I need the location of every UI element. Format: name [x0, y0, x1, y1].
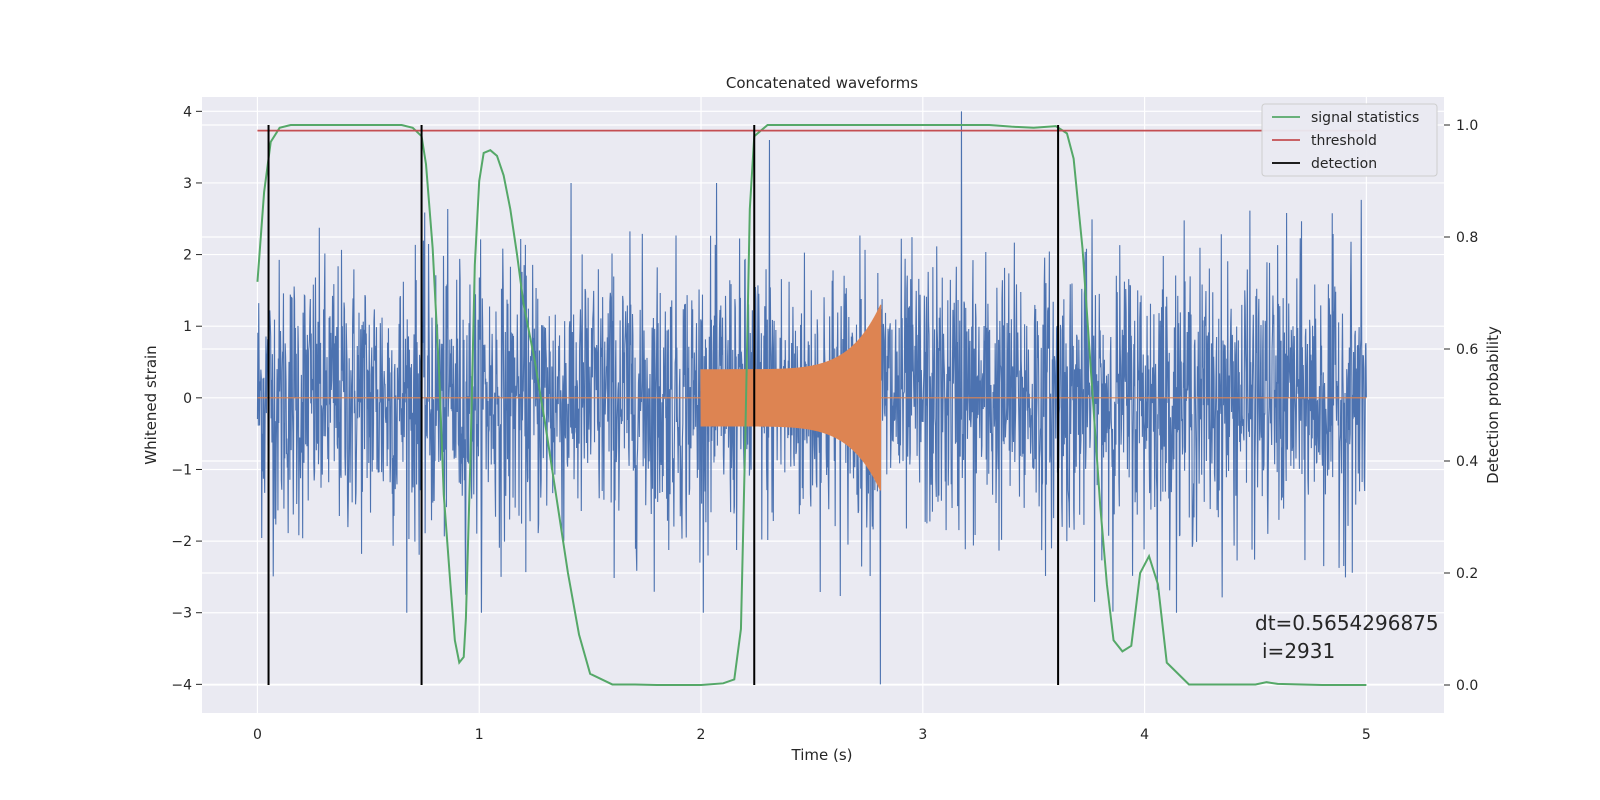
legend-box — [1261, 103, 1438, 177]
y-right-tick-label: 0.8 — [1456, 230, 1478, 246]
legend-label-signal-statistics: signal statistics — [1311, 110, 1419, 126]
legend-label-detection: detection — [1311, 156, 1377, 172]
y-tick-label: 3 — [183, 176, 192, 192]
annotation-dt: dt=0.5654296875 — [1255, 611, 1439, 635]
y-tick-label: −3 — [171, 606, 192, 622]
x-tick-label: 3 — [918, 727, 927, 743]
legend: signal statistics threshold detection — [1261, 103, 1438, 177]
y-axis-ticks: −4 −3 −2 −1 0 1 2 3 4 — [171, 104, 202, 693]
chart-title: Concatenated waveforms — [726, 74, 918, 92]
injection-line — [257, 304, 1367, 491]
y-tick-label: 1 — [183, 319, 192, 335]
y-right-tick-label: 0.6 — [1456, 342, 1478, 358]
y-tick-label: −4 — [171, 677, 192, 693]
y-tick-label: 2 — [183, 248, 192, 264]
x-tick-label: 0 — [253, 727, 262, 743]
y-tick-label: 4 — [183, 104, 192, 120]
signal-statistics-line — [256, 124, 1367, 686]
y-right-tick-label: 0.2 — [1456, 566, 1478, 582]
x-axis-ticks: 0 1 2 3 4 5 — [253, 727, 1371, 743]
x-axis-label: Time (s) — [791, 746, 853, 764]
y-right-axis-ticks: 0.0 0.2 0.4 0.6 0.8 1.0 — [1444, 118, 1478, 694]
y-right-tick-label: 0.4 — [1456, 454, 1478, 470]
y-tick-label: −2 — [171, 534, 192, 550]
signal-statistics-series — [256, 124, 1367, 686]
y-right-tick-label: 1.0 — [1456, 118, 1478, 134]
x-tick-label: 1 — [475, 727, 484, 743]
injection-series — [257, 304, 1367, 491]
y-right-tick-label: 0.0 — [1456, 678, 1478, 694]
detection-series — [267, 125, 1060, 685]
x-tick-label: 2 — [697, 727, 706, 743]
y-right-axis-label: Detection probability — [1484, 326, 1502, 484]
legend-label-threshold: threshold — [1311, 133, 1377, 149]
x-tick-label: 4 — [1140, 727, 1149, 743]
y-axis-label: Whitened strain — [142, 345, 160, 464]
x-tick-label: 5 — [1362, 727, 1371, 743]
y-tick-label: 0 — [183, 391, 192, 407]
y-tick-label: −1 — [171, 462, 192, 478]
annotation-i: i=2931 — [1262, 639, 1335, 663]
